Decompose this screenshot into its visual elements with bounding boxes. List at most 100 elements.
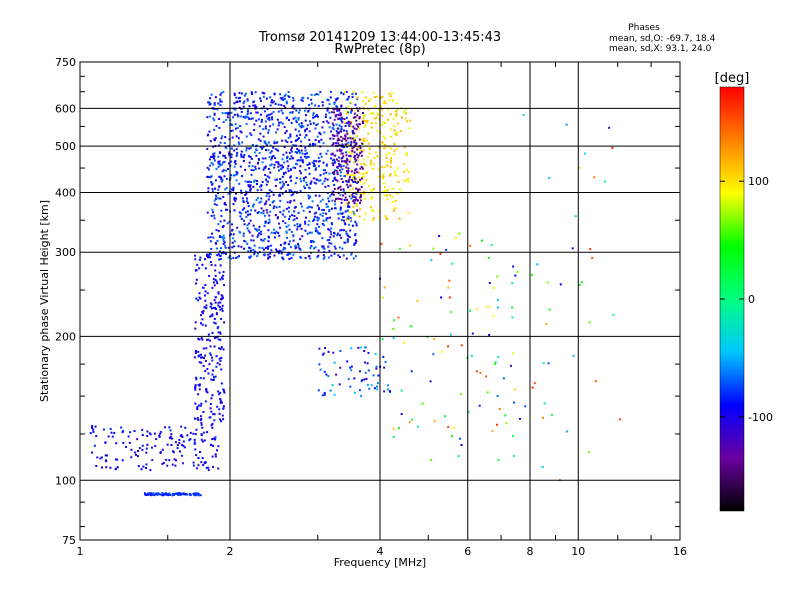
data-point [260,197,263,200]
data-point [340,128,343,131]
data-point [353,161,356,164]
data-point [530,273,533,276]
data-point [239,165,242,168]
data-point [211,369,214,372]
data-point [345,218,348,221]
data-point [369,98,372,101]
data-point [277,169,280,172]
data-point [353,175,356,178]
data-point [204,324,207,327]
data-point [322,169,325,172]
data-point [258,232,261,235]
data-point [204,267,207,270]
data-point [372,91,375,94]
data-point [340,171,343,174]
data-point [354,139,357,142]
data-point [337,113,340,116]
data-point [350,170,353,173]
data-point [589,248,592,251]
data-point [243,100,246,103]
data-point [230,153,233,156]
data-point [367,132,370,135]
data-point [376,112,379,115]
data-point [316,135,319,138]
data-point [219,401,222,404]
data-point [287,136,290,139]
data-point [314,230,317,233]
data-point [363,158,366,161]
data-point [212,379,215,382]
data-point [207,133,210,136]
data-point [292,99,295,102]
data-point [346,132,349,135]
data-point [199,494,202,497]
data-point [372,374,375,377]
data-point [376,385,379,388]
data-point [345,230,348,233]
data-point [381,95,384,98]
data-point [219,141,222,144]
data-point [244,168,247,171]
data-point [256,255,259,258]
data-point [338,165,341,168]
data-point [379,132,382,135]
data-point [314,104,317,107]
data-point [398,247,401,250]
data-point [321,198,324,201]
data-point [300,98,303,101]
data-point [393,142,396,145]
data-point [257,158,260,161]
data-point [240,131,243,134]
data-point [204,461,207,464]
data-point [495,423,498,426]
data-point [270,116,273,119]
data-point [304,114,307,117]
data-point [278,226,281,229]
data-point [352,125,355,128]
data-point [193,442,196,445]
data-point [384,360,387,363]
data-point [201,323,204,326]
data-point [223,321,226,324]
data-point [332,124,335,127]
data-point [220,252,223,255]
data-point [218,258,221,261]
data-point [206,253,209,256]
data-point [264,157,267,160]
data-point [392,436,395,439]
data-point [516,270,519,273]
data-point [214,278,217,281]
data-point [203,431,206,434]
data-point [300,124,303,127]
data-point [102,428,105,431]
data-point [207,333,210,336]
data-point [199,256,202,259]
data-point [260,184,263,187]
data-point [325,373,328,376]
data-point [272,123,275,126]
data-point [200,353,203,356]
data-point [137,465,140,468]
data-point [217,165,220,168]
data-point [363,139,366,142]
data-point [298,130,301,133]
data-point [360,194,363,197]
data-point [227,246,230,249]
data-point [208,416,211,419]
data-point [370,122,373,125]
data-point [210,93,213,96]
data-point [312,165,315,168]
data-point [389,95,392,98]
data-point [351,224,354,227]
data-point [353,155,356,158]
data-point [336,173,339,176]
data-point [225,169,228,172]
data-point [378,210,381,213]
data-point [339,113,342,116]
data-point [214,96,217,99]
data-point [304,130,307,133]
data-point [341,247,344,250]
data-point [207,254,210,257]
data-point [367,99,370,102]
data-point [492,287,495,290]
